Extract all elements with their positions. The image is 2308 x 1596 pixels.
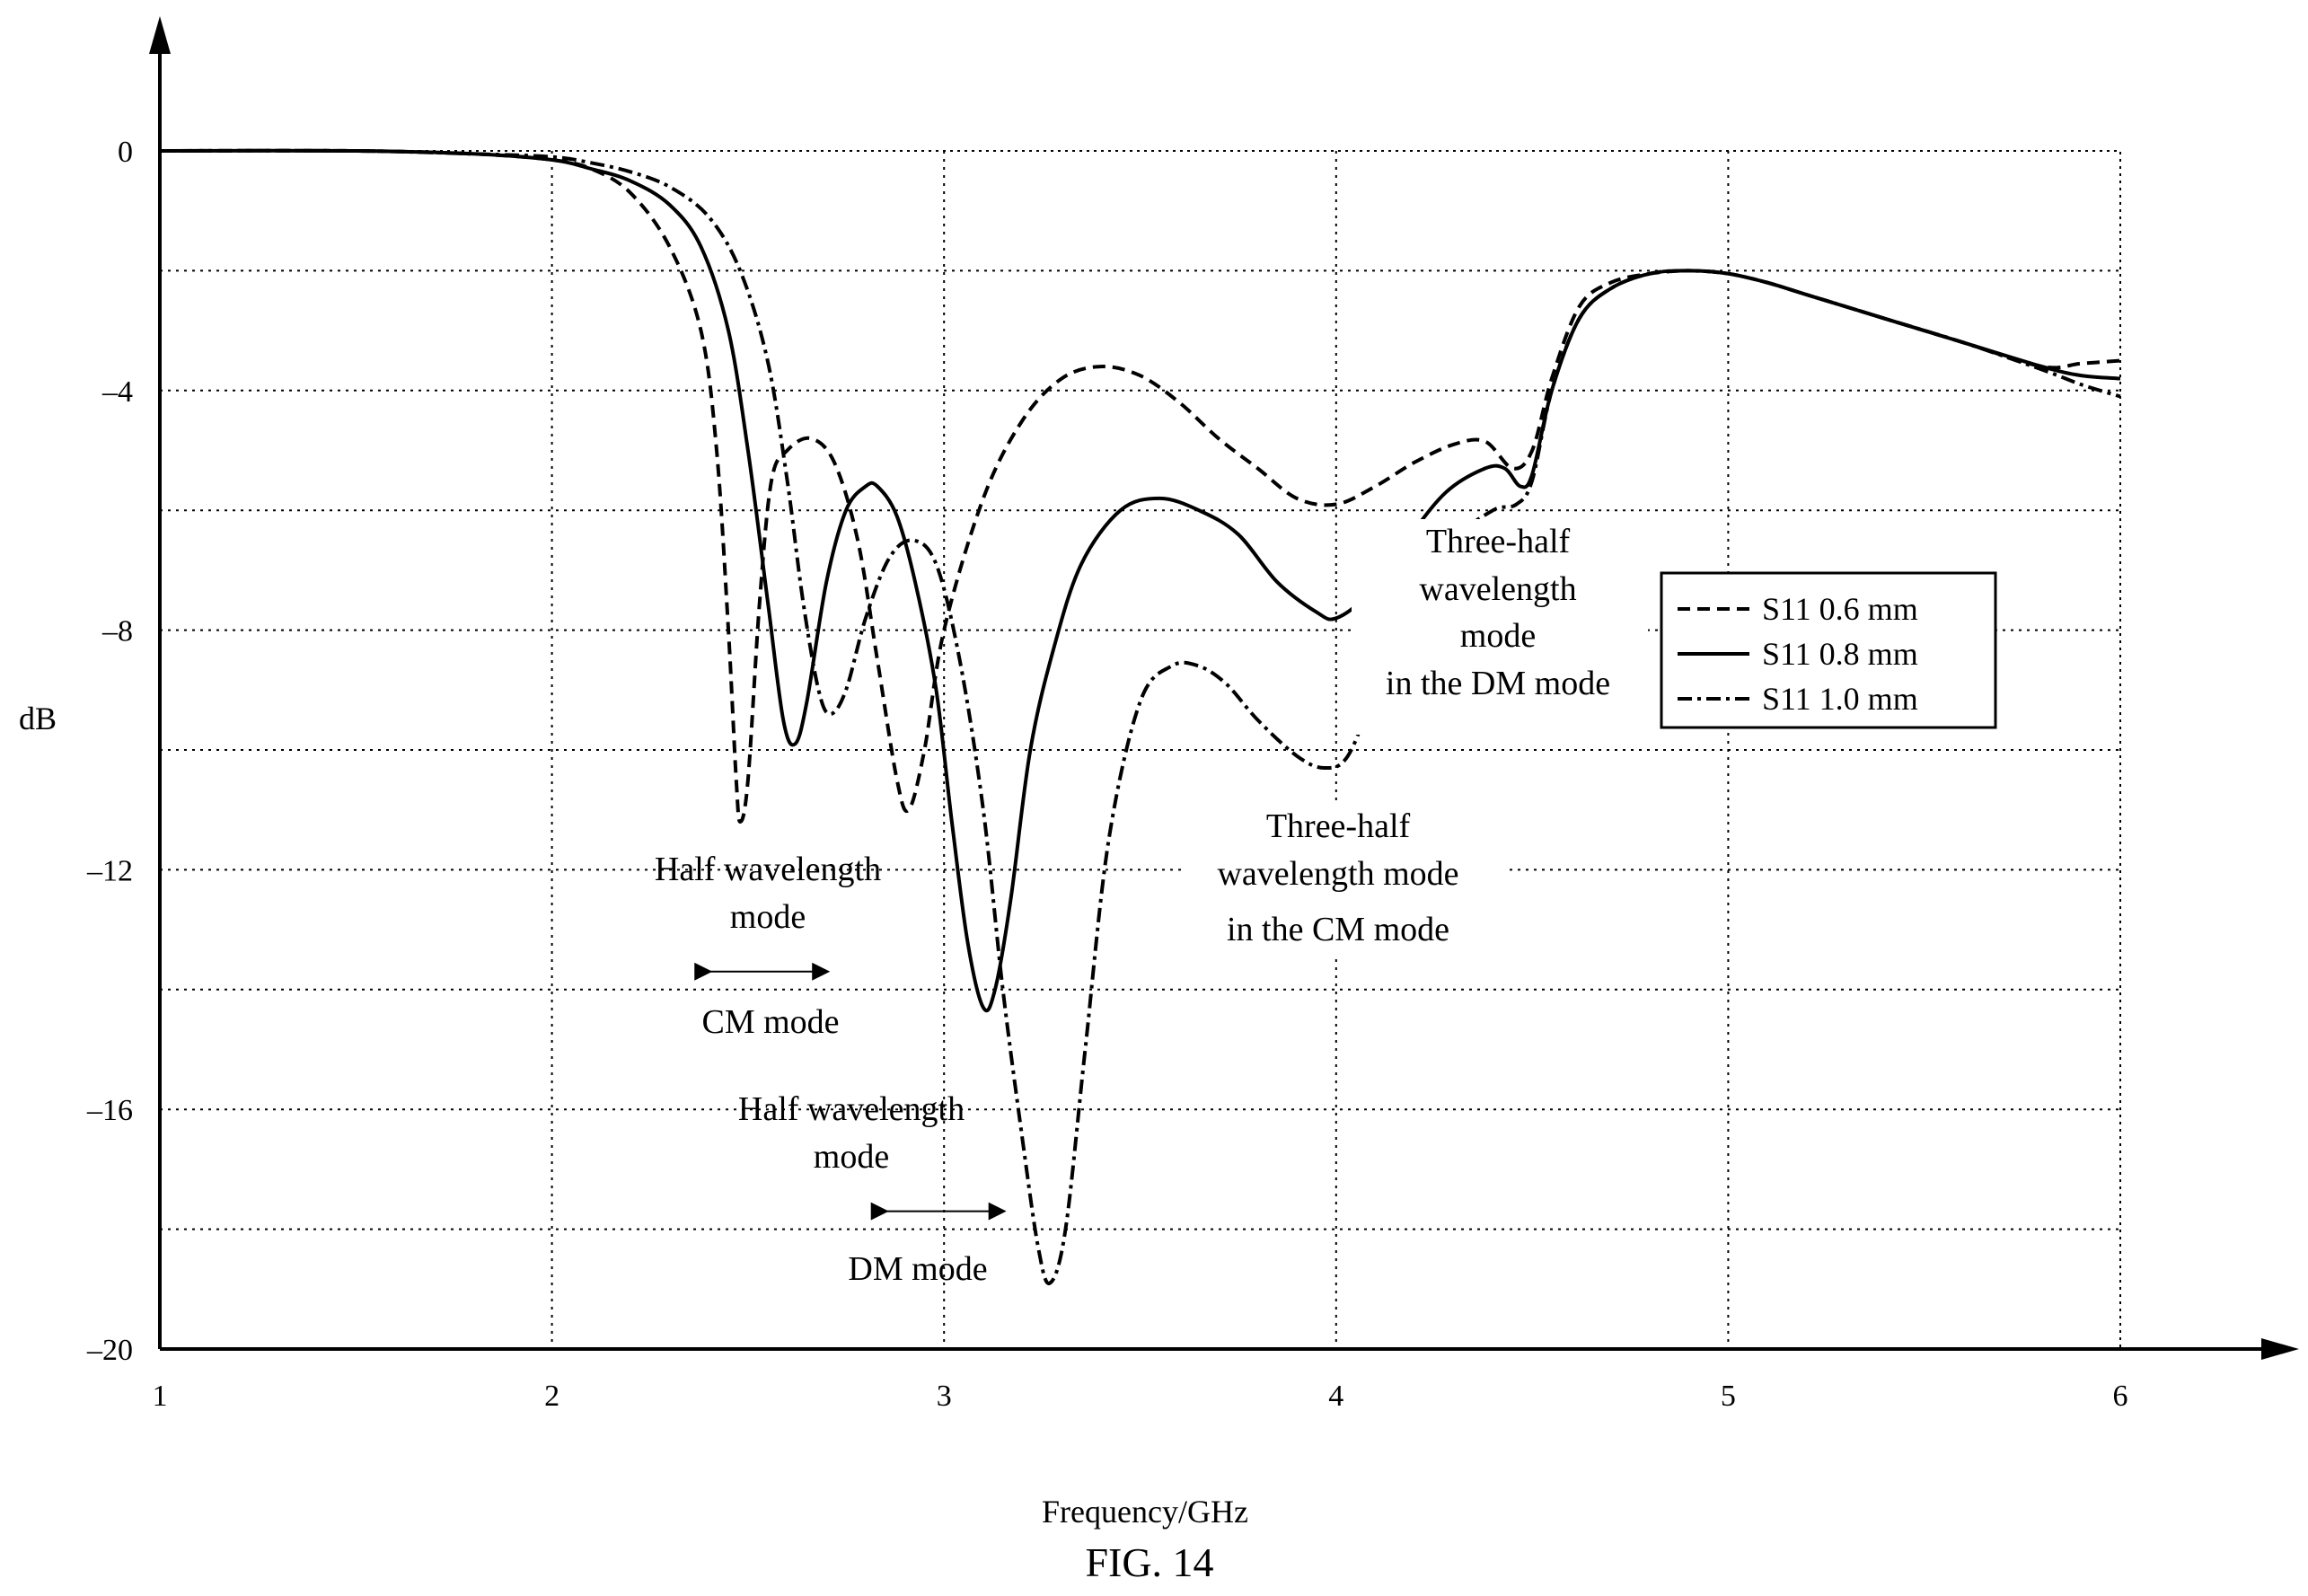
annotation-text: wavelength mode [1217, 855, 1458, 893]
annotation-text: mode [814, 1138, 889, 1176]
y-tick-label: –20 [86, 1334, 133, 1367]
x-tick-label: 6 [2113, 1380, 2128, 1413]
x-tick-label: 3 [937, 1380, 952, 1413]
annotation-text: Half wavelength [655, 851, 881, 888]
annotation-text: mode [1460, 617, 1536, 655]
annotation-text: Three-half [1266, 807, 1411, 845]
legend-label: S11 0.8 mm [1762, 636, 1918, 672]
x-axis-arrow [2261, 1338, 2299, 1360]
annotation-three-half-cm: Three-half wavelength mode in the CM mod… [1184, 804, 1507, 957]
annotation-three-half-dm: Three-half wavelength mode in the DM mod… [1352, 519, 1648, 735]
y-tick-label: 0 [118, 136, 133, 169]
y-tick-label: –8 [101, 615, 133, 648]
annotation-mode-label: DM mode [848, 1250, 987, 1288]
annotation-bg [1184, 804, 1507, 957]
annotation-text: in the DM mode [1386, 665, 1610, 702]
legend-label: S11 0.6 mm [1762, 591, 1918, 627]
legend-label: S11 1.0 mm [1762, 681, 1918, 717]
annotation-text: in the CM mode [1227, 911, 1449, 948]
y-axis-title: dB [19, 701, 57, 736]
x-tick-labels: 1 2 3 4 5 6 [153, 1380, 2128, 1413]
series-lines [159, 148, 2121, 1285]
x-tick-label: 5 [1721, 1380, 1736, 1413]
annotation-half-wavelength-dm: Half wavelength mode DM mode [738, 1090, 1007, 1288]
y-tick-labels: 0 –4 –8 –12 –16 –20 [86, 136, 133, 1367]
annotation-bg [1352, 519, 1648, 735]
x-tick-label: 4 [1328, 1380, 1343, 1413]
annotation-half-wavelength-cm: Half wavelength mode CM mode [655, 851, 881, 1041]
annotation-text: Half wavelength [738, 1090, 965, 1128]
y-tick-label: –4 [101, 375, 133, 409]
y-tick-label: –12 [86, 854, 133, 887]
figure-caption: FIG. 14 [1085, 1539, 1213, 1585]
legend-box [1660, 571, 1997, 729]
x-tick-label: 1 [153, 1380, 168, 1413]
annotation-text: Three-half [1426, 523, 1571, 560]
annotation-text: wavelength [1419, 570, 1576, 608]
annotation-mode-label: CM mode [701, 1003, 839, 1041]
annotation-text: mode [730, 898, 806, 936]
series-line-3 [159, 148, 2121, 1285]
x-tick-label: 2 [544, 1380, 559, 1413]
gridlines [160, 151, 2120, 1349]
legend: S11 0.6 mm S11 0.8 mm S11 1.0 mm [1660, 571, 1997, 729]
y-tick-label: –16 [86, 1094, 133, 1127]
y-axis-arrow [149, 16, 171, 54]
x-axis-title: Frequency/GHz [1042, 1494, 1248, 1530]
